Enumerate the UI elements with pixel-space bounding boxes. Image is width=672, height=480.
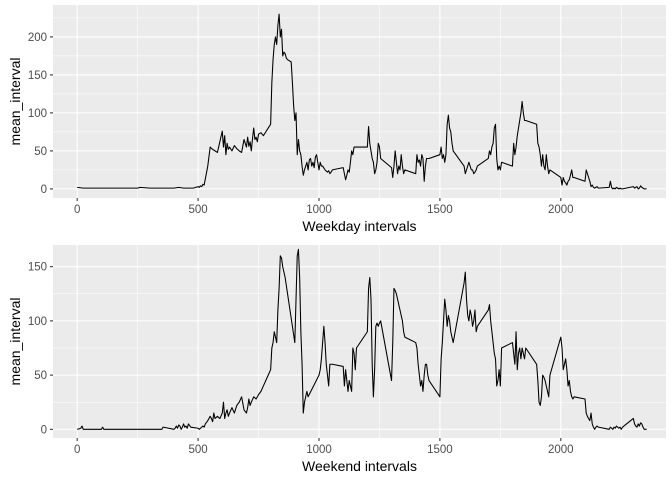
- weekend-panel-background: [53, 245, 666, 438]
- weekday-x-tick-label: 500: [188, 204, 207, 216]
- weekday-panel: 0 500 1000 1500 2000 0 50 100 150 200 Weekday int…: [7, 5, 666, 234]
- weekend-y-tick-label: 50: [34, 370, 47, 382]
- weekday-x-axis-title: Weekday intervals: [302, 218, 416, 234]
- weekend-y-tick-label: 150: [28, 262, 47, 274]
- weekday-mean-interval-line: [77, 13, 647, 190]
- weekend-ticks: 0 500 1000 1500 2000 0 50 100 150: [28, 262, 574, 456]
- weekend-x-tick-label: 0: [74, 444, 80, 456]
- weekend-panel: 0 500 1000 1500 2000 0 50 100 150 Weekend interv…: [7, 245, 666, 474]
- weekday-y-tick-label: 100: [28, 108, 47, 120]
- weekday-x-tick-label: 1000: [306, 204, 332, 216]
- weekday-x-tick-label: 0: [74, 204, 80, 216]
- weekday-y-tick-label: 50: [34, 146, 47, 158]
- weekday-grid: [53, 5, 666, 198]
- weekday-y-axis-title: mean_interval: [7, 58, 23, 146]
- weekday-panel-background: [53, 5, 666, 198]
- weekend-x-tick-label: 2000: [548, 444, 574, 456]
- weekend-x-tick-label: 500: [188, 444, 207, 456]
- weekend-y-tick-label: 100: [28, 316, 47, 328]
- weekday-ticks: 0 500 1000 1500 2000 0 50 100 150 200: [28, 32, 574, 216]
- weekend-x-tick-label: 1000: [306, 444, 332, 456]
- weekend-mean-interval-line: [77, 248, 647, 430]
- weekend-x-tick-label: 1500: [427, 444, 453, 456]
- weekday-y-tick-label: 150: [28, 70, 47, 82]
- weekday-x-tick-label: 1500: [427, 204, 453, 216]
- weekend-y-axis-title: mean_interval: [7, 298, 23, 386]
- weekend-x-axis-title: Weekend intervals: [302, 458, 417, 474]
- weekday-y-tick-label: 200: [28, 32, 47, 44]
- weekday-x-tick-label: 2000: [548, 204, 574, 216]
- weekend-y-tick-label: 0: [41, 424, 47, 436]
- weekday-y-tick-label: 0: [41, 184, 47, 196]
